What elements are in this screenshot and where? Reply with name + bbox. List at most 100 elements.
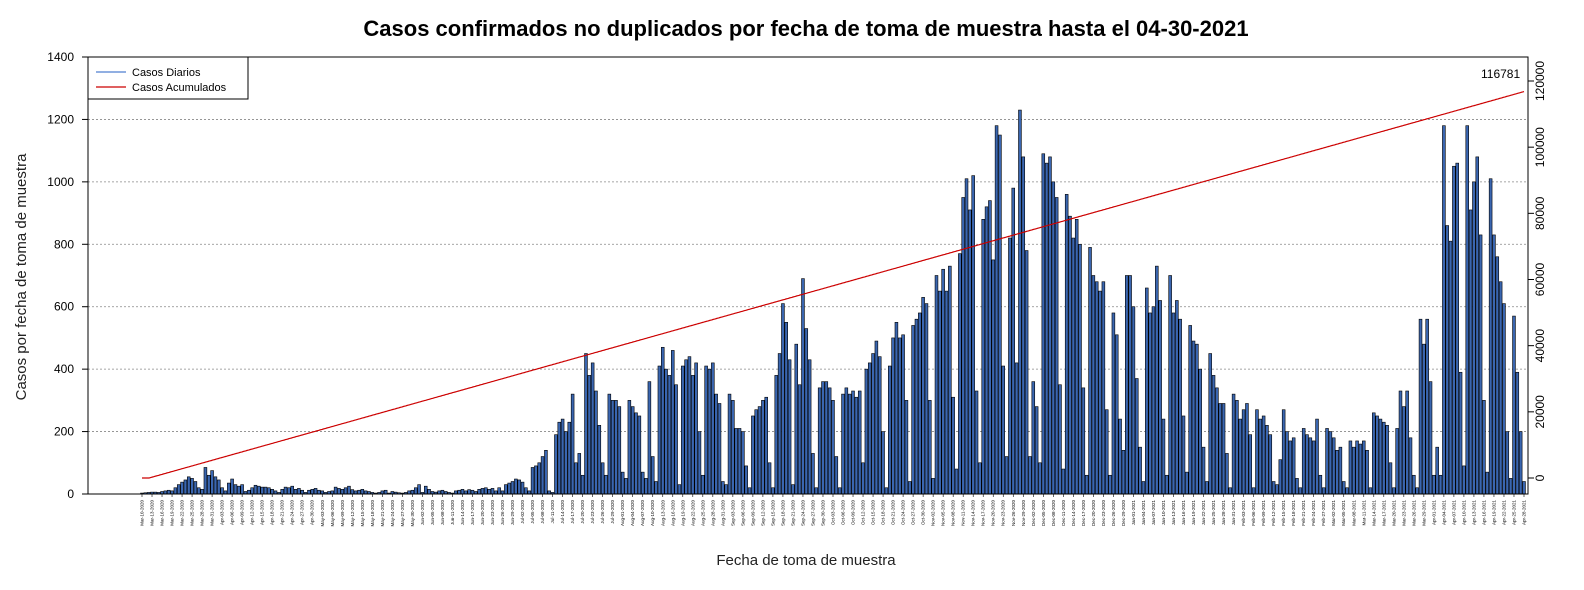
x-tick-label: Dec-02-2020: [1031, 500, 1036, 527]
bar: [1121, 449, 1126, 495]
bar: [1428, 381, 1433, 495]
x-tick-label: Nov-08-2020: [951, 500, 956, 527]
x-tick-label: Apr-03-2020: [220, 500, 225, 526]
y2-axis: 0 20000 40000 60000 80000 100000 120000: [1528, 61, 1547, 481]
cumulative-final-label: 116781: [1481, 67, 1520, 81]
bar: [310, 489, 314, 495]
bar: [1478, 234, 1483, 495]
x-tick-label: Apr-24-2020: [290, 500, 295, 526]
x-tick-label: Feb-27-2021: [1321, 500, 1326, 526]
x-tick-label: May-27-2020: [400, 500, 405, 527]
bar: [1338, 446, 1343, 495]
bar: [1111, 312, 1116, 495]
bar: [640, 471, 645, 495]
bar: [1388, 462, 1393, 495]
bar: [911, 325, 915, 495]
bar: [594, 390, 598, 495]
x-tick-label: Aug-22-2020: [690, 500, 695, 527]
bar: [671, 350, 675, 495]
bar: [1452, 165, 1456, 495]
x-tick-label: Apr-06-2020: [230, 500, 235, 526]
bar: [580, 474, 585, 495]
bar: [651, 456, 655, 495]
y2-tick-label: 60000: [1533, 262, 1547, 296]
x-tick-label: Nov-26-2020: [1011, 500, 1016, 527]
bar: [861, 462, 865, 495]
bar: [617, 406, 622, 495]
bar: [711, 362, 715, 495]
bar: [554, 434, 558, 495]
bar: [544, 449, 548, 495]
x-tick-label: Jun-29-2020: [510, 500, 515, 526]
bar: [888, 365, 892, 495]
bar: [1365, 449, 1369, 495]
bar: [300, 489, 304, 495]
x-tick-label: May-30-2020: [410, 500, 415, 527]
bar: [784, 322, 789, 495]
x-tick-label: Nov-20-2020: [991, 500, 996, 527]
x-tick-label: Dec-20-2020: [1091, 500, 1096, 527]
x-tick-label: Jul-17-2020: [570, 500, 575, 524]
bar: [771, 487, 775, 495]
bar: [230, 478, 234, 495]
bar: [1091, 275, 1096, 495]
bar: [1128, 275, 1132, 495]
bar: [1472, 181, 1476, 495]
x-tick-label: Nov-17-2020: [981, 500, 986, 527]
bar: [1138, 446, 1142, 495]
bar: [1438, 474, 1443, 495]
bar: [1462, 465, 1466, 495]
bar: [1024, 250, 1029, 495]
x-tick-label: Feb-15-2021: [1281, 500, 1286, 526]
bar: [1298, 487, 1303, 495]
x-tick-label: Mar-08-2021: [1351, 500, 1356, 526]
bar: [484, 487, 488, 495]
bar: [280, 489, 284, 495]
bar: [1352, 446, 1356, 495]
bar: [851, 390, 855, 495]
bar: [908, 481, 912, 495]
bar: [534, 465, 538, 495]
x-tick-label: Aug-04-2020: [630, 500, 635, 527]
bar: [807, 359, 812, 495]
x-tick-label: Apr-09-2020: [240, 500, 245, 526]
bar: [1161, 418, 1166, 495]
x-tick-label: Dec-11-2020: [1061, 500, 1066, 526]
bar: [1445, 225, 1449, 495]
chart-title: Casos confirmados no duplicados por fech…: [363, 16, 1248, 41]
x-tick-label: Mar-29-2021: [1421, 500, 1426, 526]
bar: [360, 489, 365, 495]
bar: [497, 487, 501, 495]
bar: [413, 487, 418, 495]
bar: [1375, 415, 1379, 495]
bar: [974, 390, 979, 495]
x-tick-label: Mar-16-2020: [160, 500, 165, 526]
bar: [954, 468, 959, 495]
x-tick-label: Jul-23-2020: [590, 500, 595, 524]
x-tick-label: Nov-23-2020: [1001, 500, 1006, 527]
bar: [1141, 481, 1146, 495]
bar: [1171, 312, 1176, 495]
bars-group: [140, 109, 1526, 495]
bar: [737, 428, 742, 495]
x-tick-label: Jul-26-2020: [600, 500, 605, 524]
bar: [1031, 381, 1036, 495]
bar: [824, 381, 829, 495]
x-tick-label: Feb-21-2021: [1301, 500, 1306, 526]
bar: [557, 421, 562, 495]
bar: [487, 489, 491, 495]
bar: [1301, 428, 1306, 495]
bar: [1245, 403, 1249, 495]
bar: [794, 343, 799, 495]
y2-tick-label: 120000: [1533, 61, 1547, 101]
x-tick-label: Sep-15-2020: [770, 500, 775, 527]
x-tick-label: Mar-05-2021: [1341, 500, 1346, 526]
bar: [918, 312, 922, 495]
bar: [921, 297, 925, 495]
bar: [1098, 290, 1102, 495]
bar: [1422, 343, 1426, 495]
bar: [1011, 187, 1015, 495]
bar: [787, 359, 792, 495]
bar: [610, 400, 615, 495]
bar: [614, 400, 618, 495]
